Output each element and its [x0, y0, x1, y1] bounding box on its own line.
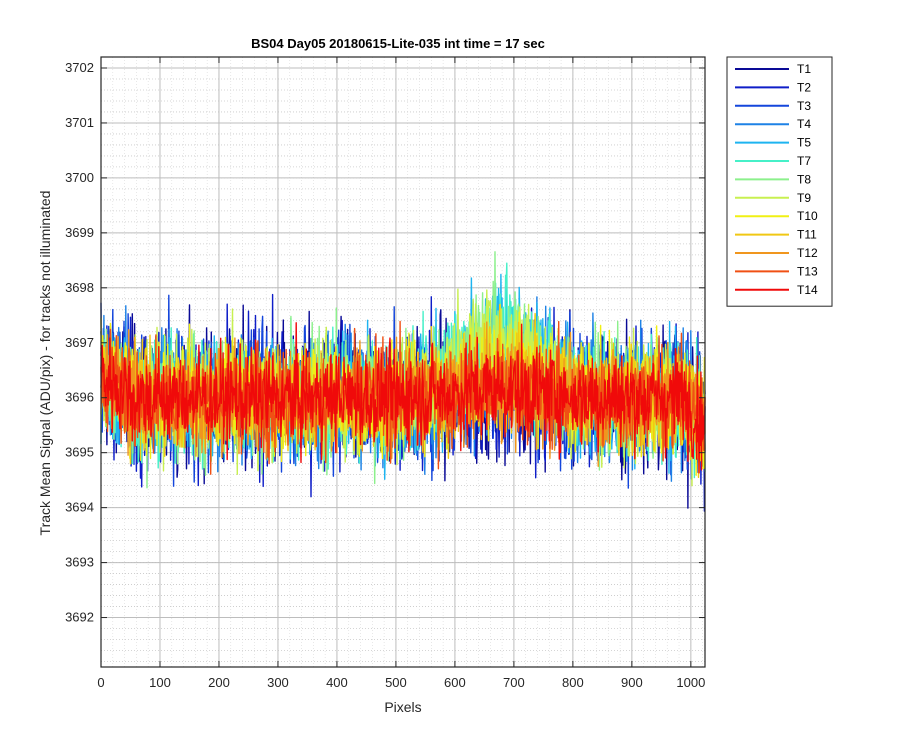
y-tick-label: 3701: [65, 115, 94, 130]
y-tick-label: 3692: [65, 610, 94, 625]
x-tick-label: 900: [621, 675, 643, 690]
x-tick-label: 1000: [676, 675, 705, 690]
y-tick-label: 3699: [65, 225, 94, 240]
x-tick-label: 400: [326, 675, 348, 690]
legend-label-T8: T8: [797, 172, 811, 186]
legend-label-T10: T10: [797, 209, 818, 223]
legend-label-T14: T14: [797, 283, 818, 297]
legend-box: [726, 56, 833, 307]
x-axis: 0 100 200 300 400 500 600 700 800 900 1000: [97, 57, 705, 690]
legend-label-T2: T2: [797, 80, 811, 94]
y-axis: 3692 3693 3694 3695 3696 3697 3698 3699 3700 3701…: [65, 60, 705, 625]
legend-label-T13: T13: [797, 264, 818, 278]
legend-label-T11: T11: [797, 228, 817, 242]
y-tick-label: 3695: [65, 445, 94, 460]
series-line-T14: [100, 322, 706, 474]
legend-label-T3: T3: [797, 99, 811, 113]
axes-frame: [100, 56, 706, 668]
series-layer: [100, 251, 706, 512]
y-tick-label: 3693: [65, 555, 94, 570]
y-axis-label: Track Mean Signal (ADU/pix) - for tracks…: [37, 191, 53, 536]
legend-label-T12: T12: [797, 246, 818, 260]
chart-title: BS04 Day05 20180615-Lite-035 int time = …: [251, 36, 545, 51]
x-tick-label: 100: [149, 675, 171, 690]
x-tick-label: 200: [208, 675, 230, 690]
x-tick-label: 700: [503, 675, 525, 690]
y-tick-label: 3696: [65, 390, 94, 405]
x-tick-label: 500: [385, 675, 407, 690]
y-tick-label: 3698: [65, 280, 94, 295]
x-tick-label: 0: [97, 675, 104, 690]
x-tick-label: 300: [267, 675, 289, 690]
legend: T1 T2 T3 T4 T5 T7 T8 T9 T10 T11 T12 T13 T14: [726, 56, 833, 307]
legend-label-T9: T9: [797, 191, 811, 205]
x-tick-label: 800: [562, 675, 584, 690]
legend-label-T5: T5: [797, 136, 811, 150]
legend-label-T1: T1: [797, 62, 811, 76]
x-axis-label: Pixels: [384, 699, 421, 715]
legend-label-T4: T4: [797, 117, 811, 131]
axes-box: [100, 56, 706, 668]
y-tick-label: 3697: [65, 335, 94, 350]
x-tick-label: 600: [444, 675, 466, 690]
legend-label-T7: T7: [797, 154, 811, 168]
y-tick-label: 3702: [65, 60, 94, 75]
y-tick-label: 3694: [65, 500, 94, 515]
y-tick-label: 3700: [65, 170, 94, 185]
